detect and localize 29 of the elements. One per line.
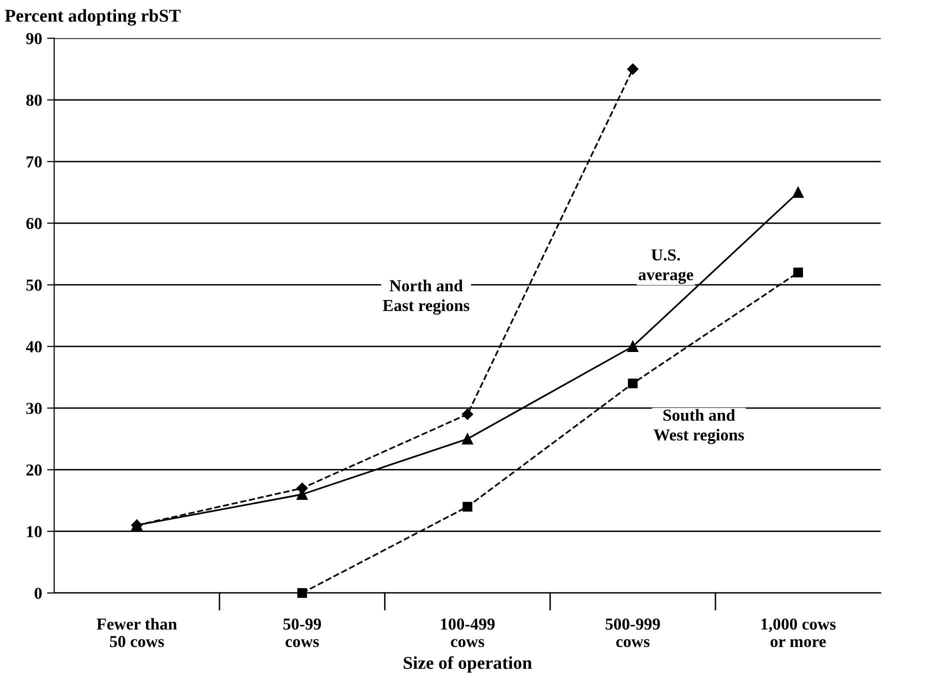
series-label: U.S. average xyxy=(638,249,694,284)
x-tick-label: Fewer than 50 cows xyxy=(96,618,177,648)
x-tick-label: 100-499 cows xyxy=(441,618,495,648)
series-label: South and West regions xyxy=(654,409,744,444)
point xyxy=(297,588,308,598)
y-tick-label: 0 xyxy=(34,588,42,599)
point xyxy=(792,186,804,198)
point xyxy=(462,408,474,420)
x-tick-label: 1,000 cows or more xyxy=(761,618,836,648)
y-axis-title: Percent adopting rbST xyxy=(4,9,181,26)
y-tick-label: 90 xyxy=(26,32,42,44)
y-tick-label: 50 xyxy=(26,280,42,291)
point xyxy=(627,340,638,352)
y-tick-label: 30 xyxy=(26,402,42,414)
y-tick-label: 60 xyxy=(26,218,42,230)
y-tick-label: 80 xyxy=(26,94,42,106)
text: North and East regions xyxy=(382,280,470,315)
y-tick-label: 70 xyxy=(26,156,42,168)
point xyxy=(627,63,638,75)
point xyxy=(462,433,474,444)
x-tick-label: 50-99 cows xyxy=(283,618,321,648)
point xyxy=(462,502,472,512)
point xyxy=(628,378,638,388)
point xyxy=(793,268,803,278)
x-tick-label: 500-999 cows xyxy=(606,618,660,648)
y-tick-label: 20 xyxy=(26,464,42,476)
y-tick-label: 10 xyxy=(27,526,42,538)
y-tick-label: 40 xyxy=(26,341,42,352)
x-axis-title: Size of operation xyxy=(404,656,532,673)
